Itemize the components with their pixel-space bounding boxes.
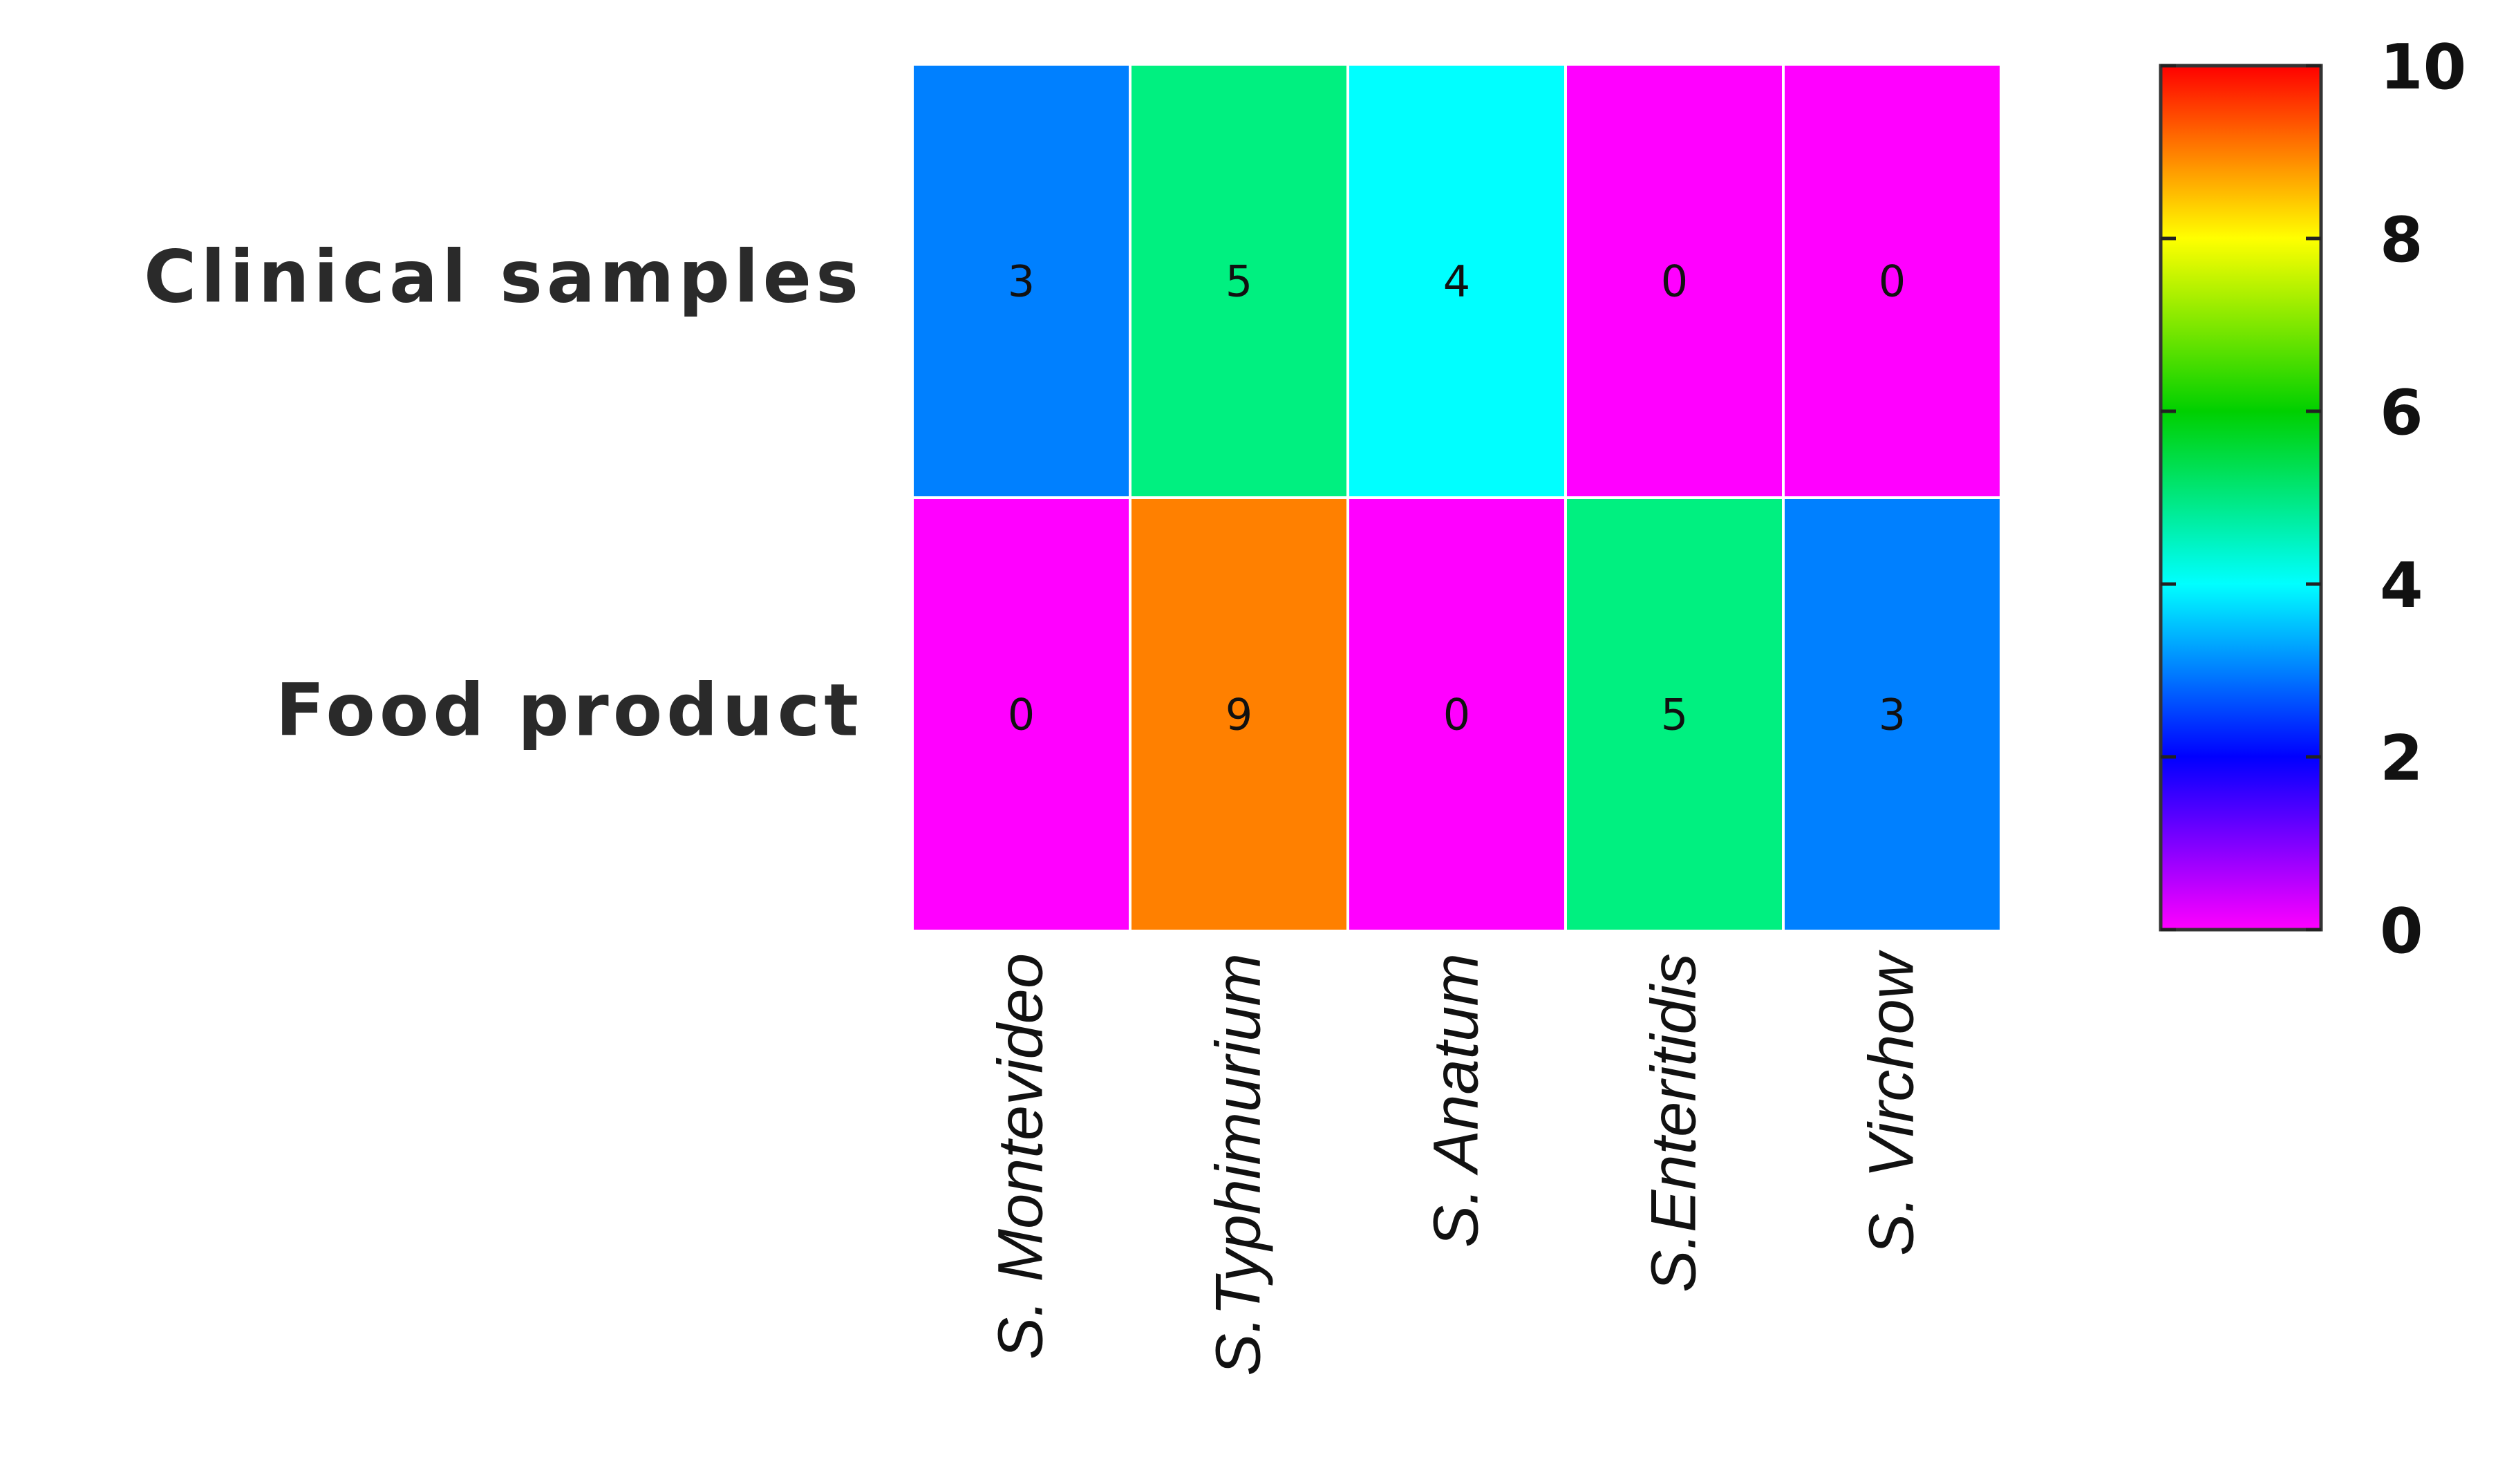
colorbar-tick-label: 6	[2380, 377, 2423, 449]
cell-value-label: 3	[1879, 690, 1906, 740]
cell-value-label: 0	[1443, 690, 1470, 740]
heatmap-cells	[914, 66, 2000, 930]
heatmap-cell-labels: 3 5 4 0 0 0 9 0 5 3	[1008, 256, 1906, 740]
row-label: Clinical samples	[144, 235, 863, 319]
cell-value-label: 4	[1443, 256, 1470, 307]
row-labels: Clinical samples Food product	[144, 235, 863, 753]
heatmap-cell	[1131, 499, 1346, 930]
row-label: Food product	[276, 668, 863, 753]
heatmap-cell	[1131, 66, 1346, 496]
heatmap-cell	[1349, 66, 1564, 496]
column-labels: S. Montevideo S.Typhimurium S. Anatum S.Ent…	[986, 949, 1927, 1375]
column-label: S.Typhimurium	[1203, 953, 1274, 1376]
colorbar-tick-label: 4	[2380, 550, 2423, 622]
colorbar-tick-label: 10	[2380, 31, 2466, 104]
colorbar-tick-label: 2	[2380, 722, 2423, 795]
heatmap-cell	[1567, 499, 1782, 930]
heatmap-cell	[914, 66, 1129, 496]
heatmap-cell	[1785, 499, 2000, 930]
cell-value-label: 9	[1225, 690, 1252, 740]
column-label: S. Virchow	[1857, 949, 1927, 1256]
heatmap-cell	[1349, 499, 1564, 930]
cell-value-label: 0	[1661, 256, 1688, 307]
cell-value-label: 0	[1879, 256, 1906, 307]
cell-value-label: 5	[1661, 690, 1688, 740]
cell-value-label: 5	[1225, 256, 1252, 307]
column-label: S. Montevideo	[986, 953, 1056, 1360]
colorbar-tick-label: 0	[2380, 895, 2423, 968]
heatmap-cell	[914, 499, 1129, 930]
heatmap-cell	[1785, 66, 2000, 496]
column-label: S. Anatum	[1421, 953, 1492, 1248]
colorbar-gradient	[2159, 64, 2323, 932]
cell-value-label: 3	[1008, 256, 1035, 307]
colorbar-tick-label: 8	[2380, 204, 2423, 276]
cell-value-label: 0	[1008, 690, 1035, 740]
column-label: S.Enteritidis	[1639, 953, 1709, 1293]
colorbar: 0 2 4 6 8 10	[2159, 31, 2466, 968]
heatmap-cell	[1567, 66, 1782, 496]
